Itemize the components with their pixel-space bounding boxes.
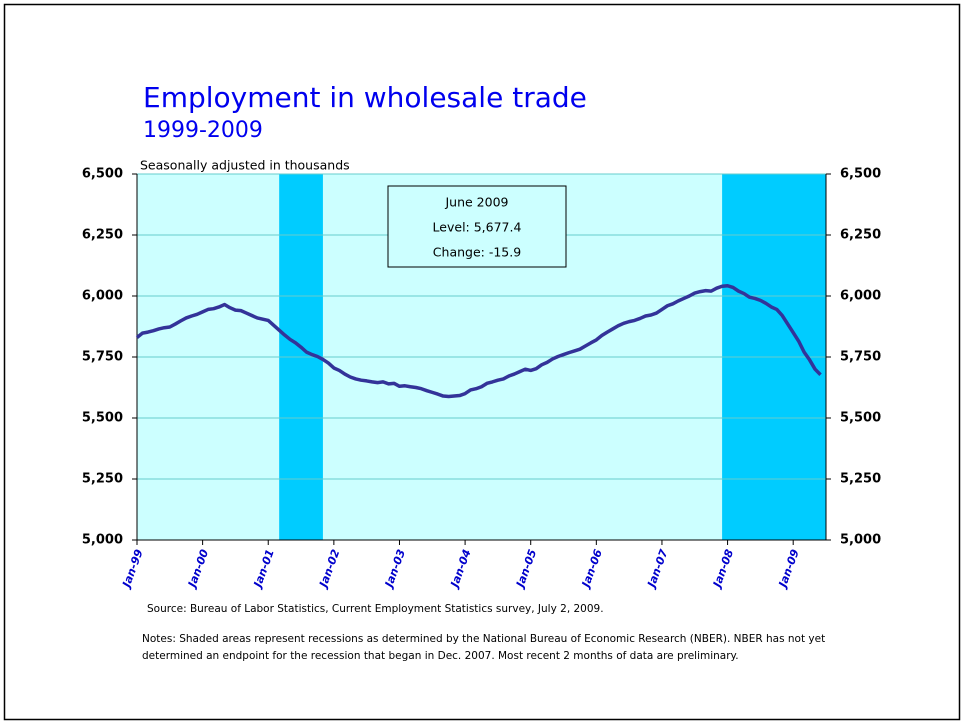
y-tick-label: 5,500 — [82, 411, 123, 426]
y2-tick-label: 5,000 — [840, 533, 881, 548]
annotation-text: Change: -15.9 — [433, 245, 521, 260]
chart-subtitle: 1999-2009 — [143, 118, 263, 143]
y-tick-label: 6,500 — [82, 167, 123, 182]
annotation-box — [387, 185, 567, 268]
frame — [3, 3, 961, 721]
x-tick-label: Jan-04 — [447, 548, 473, 591]
x-tick-label: Jan-05 — [513, 547, 539, 591]
x-tick-label: Jan-99 — [119, 547, 145, 591]
y2-tick-label: 6,250 — [840, 228, 881, 243]
y-tick-label: 5,250 — [82, 472, 123, 487]
x-tick-label: Jan-08 — [710, 547, 736, 591]
y-tick-label: 6,000 — [82, 289, 123, 304]
source: Source: Bureau of Labor Statistics, Curr… — [147, 603, 604, 615]
notes: Notes: Shaded areas represent recessions… — [142, 633, 826, 662]
y-tick-label: 5,000 — [82, 533, 123, 548]
x-tick-label: Jan-07 — [644, 547, 670, 591]
x-tick-label: Jan-02 — [316, 547, 342, 591]
y2-tick-label: 6,500 — [840, 167, 881, 182]
y-tick-label: 6,250 — [82, 228, 123, 243]
x-tick-label: Jan-00 — [185, 547, 211, 591]
annotation-text: June 2009 — [444, 195, 508, 210]
x-tick-label: Jan-09 — [776, 547, 802, 591]
annotation-text: Level: 5,677.4 — [433, 220, 522, 235]
x-tick-label: Jan-01 — [251, 548, 277, 591]
y2-tick-label: 5,750 — [840, 350, 881, 365]
data-line — [135, 284, 822, 399]
chart-title: Employment in wholesale trade — [143, 81, 587, 114]
x-tick-label: Jan-03 — [382, 547, 408, 591]
y2-tick-label: 5,500 — [840, 411, 881, 426]
y2-tick-label: 5,250 — [840, 472, 881, 487]
y-axis-label: Seasonally adjusted in thousands — [140, 158, 350, 173]
x-tick-label: Jan-06 — [579, 547, 605, 591]
y-tick-label: 5,750 — [82, 350, 123, 365]
y2-tick-label: 6,000 — [840, 289, 881, 304]
